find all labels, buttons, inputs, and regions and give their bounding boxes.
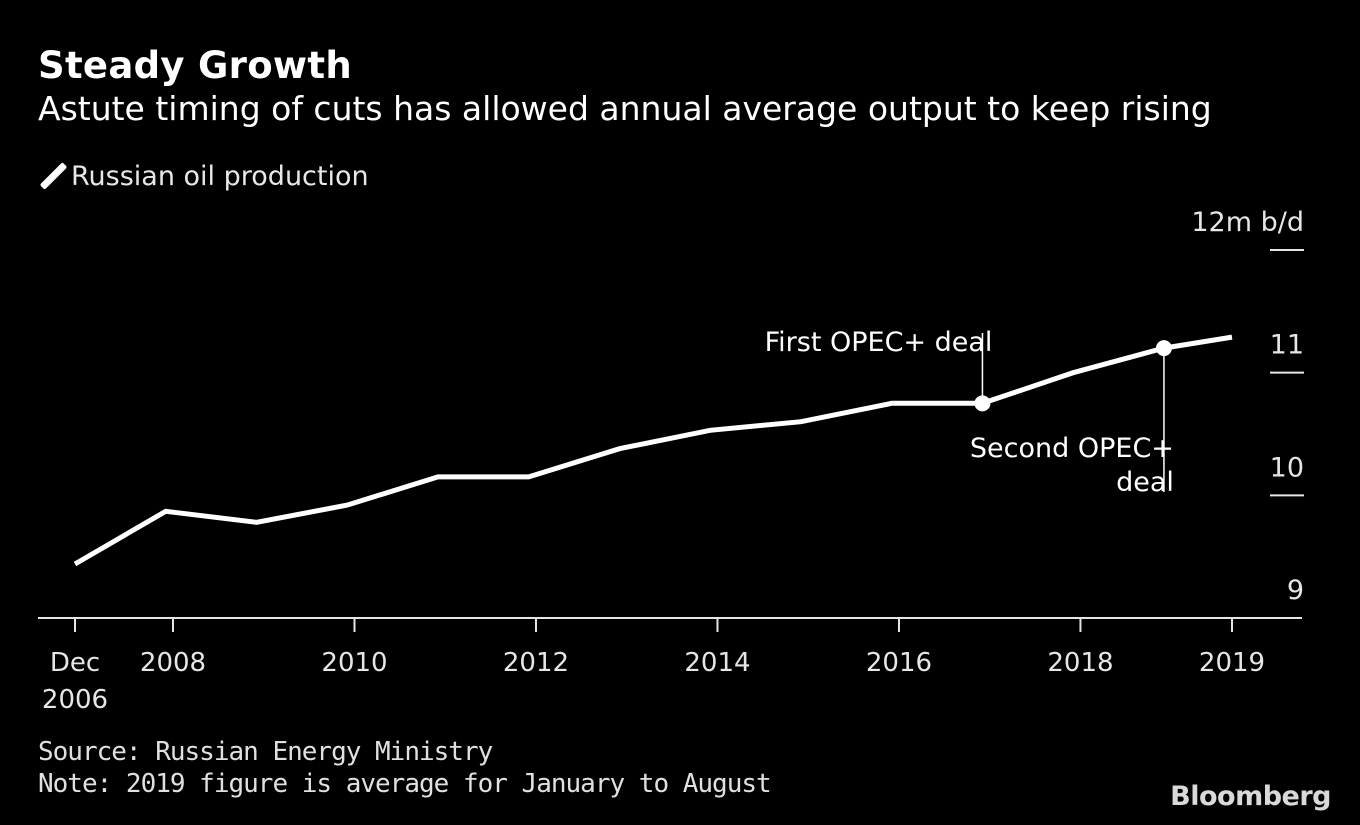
x-tick-label: Dec 2006 (42, 648, 108, 715)
x-tick-label: 2012 (503, 648, 569, 678)
x-tick-label: 2014 (684, 648, 750, 678)
x-tick-label: 2018 (1047, 648, 1113, 678)
bloomberg-logo: Bloomberg (1170, 781, 1331, 812)
source-note: Source: Russian Energy Ministry (38, 737, 493, 767)
annotation-label: Second OPEC+ deal (970, 433, 1174, 498)
x-tick-label: 2019 (1199, 648, 1265, 678)
chart-title: Steady Growth (38, 44, 353, 87)
legend: Russian oil production (38, 160, 369, 192)
x-tick-label: 2016 (866, 648, 932, 678)
y-tick-label: 10 (1270, 452, 1304, 483)
annotation-marker (974, 395, 991, 412)
y-tick-label: 11 (1270, 330, 1304, 361)
annotation-marker (1155, 340, 1172, 357)
y-tick-label: 9 (1287, 575, 1304, 606)
x-tick-label: 2010 (321, 648, 387, 678)
footnote: Note: 2019 figure is average for January… (38, 769, 772, 799)
series-line (73, 334, 1233, 567)
x-tick-label: 2008 (140, 648, 206, 678)
legend-label: Russian oil production (71, 160, 369, 192)
chart-subtitle: Astute timing of cuts has allowed annual… (38, 89, 1212, 128)
y-tick-label: 12m b/d (1191, 207, 1304, 238)
annotation-label: First OPEC+ deal (765, 327, 993, 358)
